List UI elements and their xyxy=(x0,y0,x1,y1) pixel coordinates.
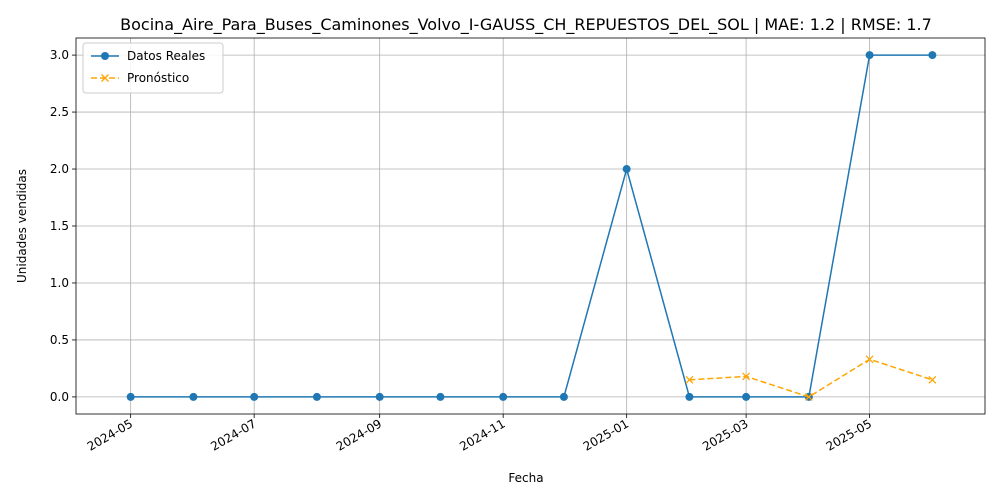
data-point xyxy=(622,165,631,174)
data-point xyxy=(312,392,321,401)
y-tick-label: 1.5 xyxy=(50,219,69,233)
y-tick-label: 0.0 xyxy=(50,390,69,404)
y-tick-label: 3.0 xyxy=(50,48,69,62)
data-point xyxy=(375,392,384,401)
plot-frame xyxy=(75,37,986,415)
series-line xyxy=(689,358,933,398)
data-point xyxy=(101,52,109,60)
data-point xyxy=(436,392,445,401)
data-point xyxy=(685,392,694,401)
x-axis-label: Fecha xyxy=(508,471,543,485)
data-point xyxy=(499,392,508,401)
chart-title: Bocina_Aire_Para_Buses_Caminones_Volvo_I… xyxy=(120,15,932,35)
data-point xyxy=(928,51,937,60)
data-point xyxy=(126,392,135,401)
data-point xyxy=(559,392,568,401)
legend-item: Pronóstico xyxy=(91,71,189,85)
y-tick-label: 1.0 xyxy=(50,276,69,290)
data-point xyxy=(804,392,813,401)
legend-label: Datos Reales xyxy=(127,49,205,63)
legend-item: Datos Reales xyxy=(91,49,205,63)
data-point xyxy=(101,74,109,82)
data-point xyxy=(928,375,937,384)
series-layer xyxy=(126,51,937,401)
series-forecast xyxy=(685,355,937,401)
legend-label: Pronóstico xyxy=(127,71,189,85)
data-point xyxy=(865,51,874,60)
data-point xyxy=(685,375,694,384)
x-tick-label: 2024-09 xyxy=(334,416,384,453)
x-tick-label: 2024-07 xyxy=(208,416,258,453)
data-point xyxy=(742,372,751,381)
series-actual xyxy=(126,51,937,401)
legend: Datos Reales Pronóstico xyxy=(82,42,224,94)
y-tick-label: 2.0 xyxy=(50,162,69,176)
data-point xyxy=(865,355,874,364)
axes: 0.0 0.5 1.0 1.5 2.0 2.5 3.0 2024-05 2024-07 2024-… xyxy=(50,37,986,454)
x-tick-label: 2025-05 xyxy=(824,416,874,453)
series-line xyxy=(130,54,933,398)
x-tick-label: 2025-03 xyxy=(700,416,750,453)
y-axis-label: Unidades vendidas xyxy=(15,169,29,283)
x-tick-label: 2024-05 xyxy=(85,416,135,453)
data-point xyxy=(189,392,198,401)
y-tick-label: 2.5 xyxy=(50,105,69,119)
grid-lines xyxy=(76,38,985,414)
x-tick-label: 2025-01 xyxy=(581,416,631,453)
data-point xyxy=(250,392,259,401)
data-point xyxy=(742,392,751,401)
y-tick-label: 0.5 xyxy=(50,333,69,347)
x-tick-label: 2024-11 xyxy=(457,416,507,453)
